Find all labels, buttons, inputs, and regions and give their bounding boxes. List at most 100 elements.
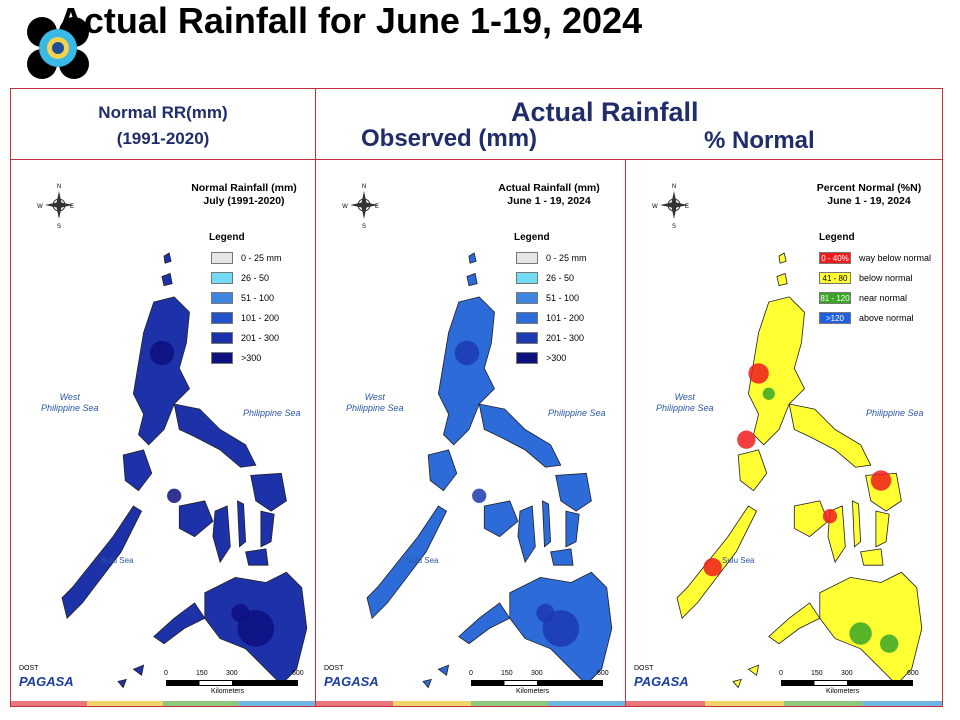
legend-label: 0 - 25 mm (546, 253, 587, 263)
map-title-line2: July (1991-2020) (203, 195, 285, 207)
island-shape (732, 678, 742, 689)
island-shape (161, 272, 173, 287)
island-shape (466, 272, 478, 287)
footer-color-bar (316, 701, 625, 706)
island-shape (437, 296, 495, 446)
legend-label: 0 - 25 mm (241, 253, 282, 263)
island-shape (468, 252, 477, 264)
svg-text:S: S (57, 224, 61, 230)
legend-item: 201 - 300 (211, 332, 279, 344)
legend-swatch (516, 252, 538, 264)
legend-swatch (516, 292, 538, 304)
pagasa-logo (26, 16, 90, 80)
island-shape (61, 505, 143, 619)
map-title-line2: June 1 - 19, 2024 (507, 195, 591, 207)
compass-icon: N S E W (652, 184, 689, 230)
west-philippine-sea-label: West Philippine Sea (41, 392, 99, 414)
legend-label: 51 - 100 (546, 293, 580, 303)
island-shape (173, 403, 257, 468)
legend-item: 81 - 120 near normal (819, 292, 907, 304)
legend-swatch (211, 272, 233, 284)
legend-label: way below normal (859, 253, 932, 263)
sulu-sea-label: Sulu Sea (722, 556, 755, 565)
island-shape (437, 664, 450, 677)
island-shape (555, 472, 592, 512)
svg-text:W: W (652, 204, 658, 210)
actual-rainfall-map: N S E W Actual Rainfall (mm) June 1 - 19, 202… (315, 159, 626, 707)
legend-swatch (211, 292, 233, 304)
scale-tick-label: 150 (501, 670, 513, 677)
svg-text:E: E (70, 204, 74, 210)
svg-text:S: S (362, 224, 366, 230)
legend-label: near normal (859, 293, 908, 303)
normal-header-line2: (1991-2020) (116, 129, 210, 148)
philippine-sea-label: Philippine Sea (548, 408, 606, 418)
scale-tick-label: 600 (292, 670, 304, 677)
map-drawing: N S E W (652, 184, 923, 689)
footer-segment (626, 701, 705, 706)
footer-segment (316, 701, 394, 706)
percent-header: % Normal (704, 127, 815, 154)
svg-text:E: E (685, 204, 689, 210)
legend-item: 101 - 200 (211, 312, 279, 324)
island-shape (778, 252, 787, 264)
scale-tick-label: 300 (841, 670, 853, 677)
actual-header-main: Actual Rainfall (511, 97, 699, 127)
legend-swatch (211, 312, 233, 324)
island-shape (793, 500, 829, 538)
legend-item: 0 - 25 mm (516, 252, 587, 264)
island-shape (478, 403, 562, 468)
map-title-line1: Percent Normal (%N) (816, 182, 922, 194)
island-shape (422, 678, 432, 689)
scale-tick-label: 300 (226, 670, 238, 677)
svg-text:N: N (57, 184, 61, 190)
dost-tag: DOST (324, 665, 344, 672)
island-shape (550, 548, 574, 566)
island-shape (776, 272, 788, 287)
sulu-sea-label: Sulu Sea (101, 556, 134, 565)
legend-swatch (516, 332, 538, 344)
rainfall-zone (849, 622, 872, 645)
map-title-line1: Actual Rainfall (mm) (498, 182, 600, 194)
legend-item: >120 above normal (819, 312, 914, 324)
scale-tick-label: 150 (196, 670, 208, 677)
legend-label: 51 - 100 (241, 293, 275, 303)
sea-line2: Philippine Sea (346, 403, 404, 413)
island-shape (875, 510, 890, 548)
legend-swatch (516, 272, 538, 284)
legend-label: >300 (546, 353, 567, 363)
west-philippine-sea-label: West Philippine Sea (346, 392, 404, 414)
svg-text:S: S (672, 224, 676, 230)
island-shape (737, 449, 768, 492)
map-title: Percent Normal (%N) June 1 - 19, 2024 (804, 182, 934, 208)
footer-segment (163, 701, 239, 706)
scale-tick-label: 0 (779, 670, 783, 677)
page-title: Actual Rainfall for June 1-19, 2024 (57, 0, 643, 41)
rainfall-zone (472, 488, 487, 503)
rainfall-zone (149, 340, 175, 366)
legend-label: 26 - 50 (546, 273, 575, 283)
philippine-sea-label: Philippine Sea (243, 408, 301, 418)
actual-header: Actual Rainfall Observed (mm) % Normal (315, 88, 943, 160)
island-shape (860, 548, 884, 566)
pagasa-wordmark: PAGASA (324, 674, 379, 689)
compass-icon: N S E W (342, 184, 379, 230)
island-shape (178, 500, 214, 538)
footer-segment (393, 701, 471, 706)
island-shape (483, 500, 519, 538)
scale-tick-label: 600 (907, 670, 919, 677)
island-shape (122, 449, 153, 492)
scale-unit: Kilometers (826, 688, 860, 695)
observed-header: Observed (mm) (361, 125, 538, 152)
island-shape (819, 571, 923, 686)
island-shape (163, 252, 172, 264)
island-shape (212, 505, 231, 564)
legend-label: 201 - 300 (241, 333, 280, 343)
scale-tick-label: 600 (597, 670, 609, 677)
scale-bar (781, 680, 913, 686)
rainfall-zone (762, 387, 775, 400)
legend-item: >300 (516, 352, 566, 364)
legend-swatch: 41 - 80 (819, 272, 851, 284)
island-shape (458, 602, 511, 645)
legend-swatch (516, 352, 538, 364)
